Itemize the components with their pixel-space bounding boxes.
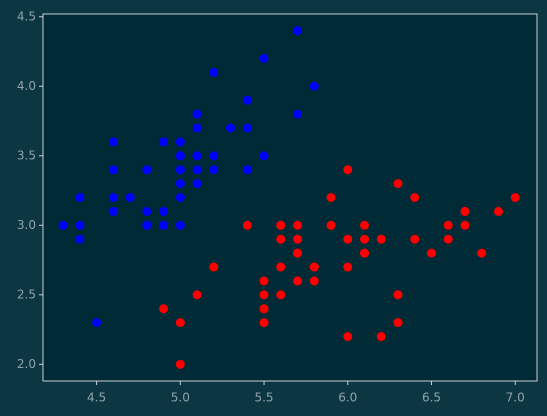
point <box>360 234 370 244</box>
point <box>259 304 269 314</box>
point <box>192 290 202 300</box>
point <box>259 53 269 63</box>
point <box>58 220 68 230</box>
point <box>108 206 118 216</box>
point <box>259 290 269 300</box>
point <box>393 179 403 189</box>
point <box>142 220 152 230</box>
point <box>108 193 118 202</box>
y-tick-label: 3.5 <box>17 148 36 162</box>
point <box>443 234 453 244</box>
point <box>376 332 386 342</box>
point <box>75 193 85 202</box>
point <box>293 234 303 244</box>
y-tick-label: 2.0 <box>17 357 36 371</box>
point <box>477 248 487 258</box>
point <box>309 262 319 272</box>
point <box>175 193 185 202</box>
point <box>293 220 303 230</box>
point <box>393 318 403 328</box>
point <box>175 359 185 369</box>
point <box>293 109 303 119</box>
point <box>242 123 252 133</box>
point <box>108 137 118 147</box>
point <box>92 318 102 328</box>
point <box>209 151 219 161</box>
point <box>175 220 185 230</box>
point <box>343 332 353 342</box>
x-tick-label: 7.0 <box>506 391 525 405</box>
point <box>209 262 219 272</box>
point <box>493 206 503 216</box>
y-tick-label: 2.5 <box>17 287 36 301</box>
point <box>293 276 303 286</box>
point <box>376 234 386 244</box>
point <box>360 220 370 230</box>
plot-area <box>42 13 538 382</box>
point <box>159 206 169 216</box>
y-tick-label: 3.0 <box>17 218 36 232</box>
point <box>343 165 353 175</box>
point <box>159 220 169 230</box>
point <box>326 220 336 230</box>
y-tick-label: 4.5 <box>17 9 36 23</box>
x-tick-label: 6.5 <box>422 391 441 405</box>
point <box>159 137 169 147</box>
point <box>276 262 286 272</box>
point <box>510 193 520 202</box>
point <box>293 248 303 258</box>
point <box>343 262 353 272</box>
point <box>142 165 152 175</box>
point <box>309 81 319 91</box>
point <box>159 304 169 314</box>
x-tick-label: 5.0 <box>171 391 190 405</box>
point <box>460 206 470 216</box>
point <box>175 151 185 161</box>
point <box>410 234 420 244</box>
point <box>175 137 185 147</box>
point <box>242 220 252 230</box>
point <box>276 234 286 244</box>
point <box>192 123 202 133</box>
point <box>276 220 286 230</box>
point <box>443 220 453 230</box>
point <box>393 290 403 300</box>
point <box>259 151 269 161</box>
point <box>192 109 202 119</box>
point <box>410 193 420 202</box>
point <box>192 165 202 175</box>
point <box>209 165 219 175</box>
point <box>276 290 286 300</box>
point <box>460 220 470 230</box>
y-tick-label: 4.0 <box>17 79 36 93</box>
point <box>242 95 252 105</box>
point <box>427 248 437 258</box>
point <box>108 165 118 175</box>
point <box>326 193 336 202</box>
point <box>242 165 252 175</box>
point <box>75 220 85 230</box>
point <box>175 318 185 328</box>
point <box>175 179 185 189</box>
point <box>309 276 319 286</box>
point <box>75 234 85 244</box>
point <box>259 318 269 328</box>
point <box>192 151 202 161</box>
x-tick-label: 6.0 <box>338 391 357 405</box>
point <box>226 123 236 133</box>
point <box>125 193 135 202</box>
point <box>209 67 219 77</box>
point <box>343 234 353 244</box>
point <box>293 26 303 36</box>
x-tick-label: 5.5 <box>254 391 273 405</box>
point <box>175 165 185 175</box>
x-tick-label: 4.5 <box>87 391 106 405</box>
point <box>360 248 370 258</box>
point <box>192 179 202 189</box>
point <box>142 206 152 216</box>
point <box>259 276 269 286</box>
